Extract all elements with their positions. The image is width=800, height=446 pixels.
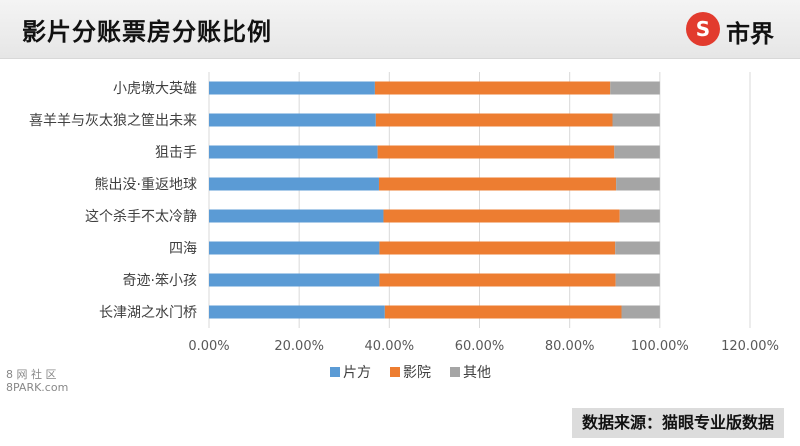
bar-segment	[616, 177, 660, 191]
header-bar: 影片分账票房分账比例 S 市界	[0, 0, 800, 59]
x-tick-label: 0.00%	[188, 339, 229, 354]
bar-segment	[379, 241, 616, 255]
bar-segment	[615, 241, 660, 255]
y-category-label: 长津湖之水门桥	[99, 305, 197, 321]
legend-label: 片方	[343, 365, 371, 381]
x-tick-label: 20.00%	[274, 339, 324, 354]
bar-segment	[621, 305, 660, 319]
bar-segment	[209, 209, 384, 223]
y-category-label: 喜羊羊与灰太狼之筐出未来	[29, 112, 197, 129]
x-tick-label: 60.00%	[455, 339, 505, 354]
bar-segment	[209, 113, 376, 127]
bar-segment	[612, 113, 660, 127]
legend-swatch	[390, 367, 400, 377]
bar-segment	[209, 177, 379, 191]
x-tick-label: 80.00%	[545, 339, 595, 354]
y-category-label: 熊出没·重返地球	[95, 177, 197, 193]
bar-segment	[384, 305, 622, 319]
y-category-label: 四海	[169, 241, 197, 257]
legend-swatch	[450, 367, 460, 377]
bar-segment	[374, 81, 611, 95]
bar-segment	[615, 273, 660, 287]
watermark-left: 8 网 社 区 8PARK.com	[6, 368, 68, 394]
bar-segment	[375, 113, 613, 127]
page-title: 影片分账票房分账比例	[22, 18, 272, 46]
x-tick-label: 100.00%	[631, 339, 689, 354]
bar-segment	[209, 145, 378, 159]
legend-swatch	[330, 367, 340, 377]
bar-segment	[610, 81, 660, 95]
bar-segment	[209, 81, 375, 95]
legend-label: 影院	[403, 365, 431, 381]
bar-segment	[378, 177, 617, 191]
legend-label: 其他	[463, 365, 491, 381]
bar-segment	[383, 209, 620, 223]
bar-segment	[377, 145, 615, 159]
bar-segment	[209, 241, 380, 255]
logo-icon: S	[686, 12, 720, 46]
y-category-label: 狙击手	[155, 145, 197, 161]
data-source: 数据来源：猫眼专业版数据	[571, 408, 784, 438]
logo-text: 市界	[726, 20, 774, 48]
x-tick-label: 40.00%	[365, 339, 415, 354]
y-category-label: 小虎墩大英雄	[113, 80, 197, 97]
watermark-line2: 8PARK.com	[6, 381, 69, 394]
chart-area: 0.00% 20.00% 40.00% 60.00% 80.00% 100.00% 120.…	[0, 58, 800, 398]
bar-segment	[209, 273, 380, 287]
bar-segment	[619, 209, 660, 223]
brand-logo: S 市界	[686, 12, 786, 48]
y-category-label: 这个杀手不太冷静	[85, 208, 197, 225]
stacked-bar-chart: 0.00% 20.00% 40.00% 60.00% 80.00% 100.00% 120.…	[29, 72, 779, 381]
footer: 数据来源：猫眼专业版数据	[0, 398, 800, 446]
y-category-label: 奇迹·笨小孩	[123, 272, 197, 289]
watermark-line1: 8 网 社 区	[6, 368, 57, 381]
bar-segment	[209, 305, 385, 319]
bar-segment	[379, 273, 616, 287]
x-tick-label: 120.00%	[721, 339, 779, 354]
bar-segment	[614, 145, 660, 159]
